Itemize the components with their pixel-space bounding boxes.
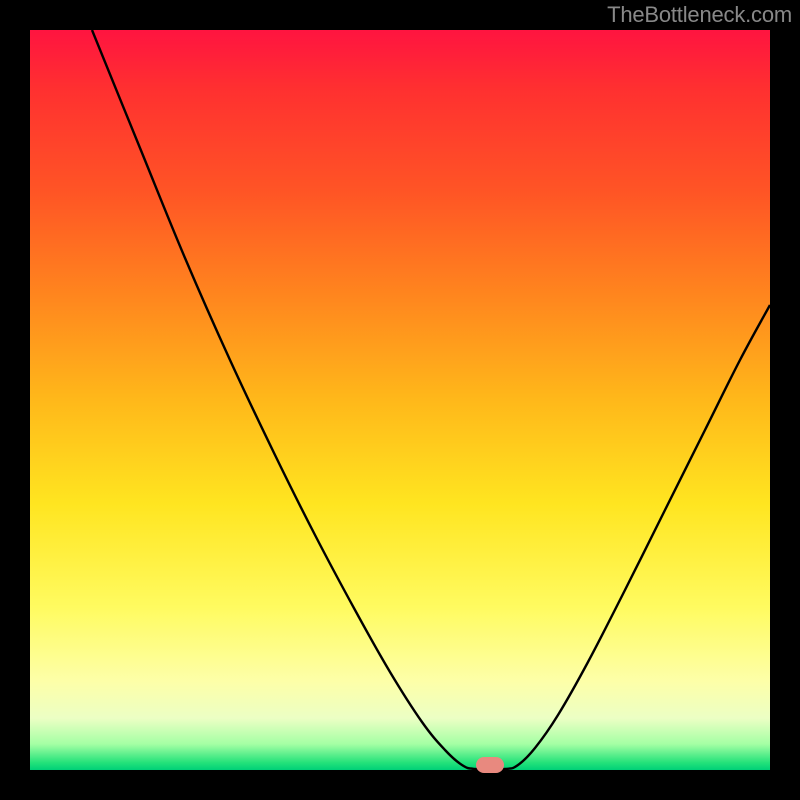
plot-area [30, 30, 770, 770]
chart-frame: { "watermark": { "text": "TheBottleneck.… [0, 0, 800, 800]
watermark-text: TheBottleneck.com [607, 2, 792, 28]
optimal-point-marker [476, 757, 504, 773]
bottleneck-curve [30, 30, 770, 770]
